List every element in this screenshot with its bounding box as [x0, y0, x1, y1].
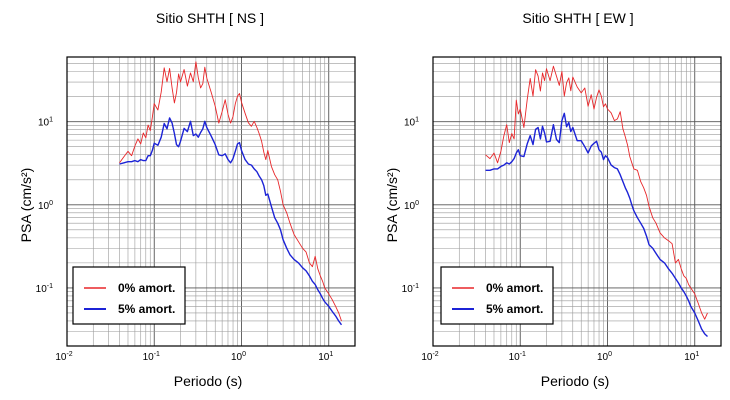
series-lines — [119, 61, 343, 326]
chart-panel-ns: Sitio SHTH [ NS ] 10-2 10-1 100 101 10-1 100… — [18, 10, 356, 389]
x-tick-labels: 10-2 10-1 100 101 — [421, 351, 699, 363]
x-tick-label: 10-2 — [55, 351, 72, 363]
legend-label-0: 0% amort. — [486, 281, 543, 295]
y-tick-label: 10-1 — [36, 283, 53, 295]
legend-box — [72, 266, 186, 325]
series-line-1 — [485, 112, 708, 338]
y-axis-label: PSA (cm/s²) — [18, 168, 34, 243]
x-tick-label: 100 — [597, 351, 612, 363]
legend-label-1: 5% amort. — [118, 302, 175, 316]
x-tick-label: 10-1 — [509, 351, 526, 363]
y-tick-label: 101 — [404, 117, 419, 129]
chart-panel-ew: Sitio SHTH [ EW ] 10-2 10-1 100 101 10-1 100… — [384, 10, 722, 389]
legend: 0% amort. 5% amort. — [72, 266, 186, 325]
legend-label-1: 5% amort. — [486, 302, 543, 316]
chart-title: Sitio SHTH [ NS ] — [156, 10, 264, 26]
y-tick-labels: 10-1 100 101 — [36, 117, 53, 295]
x-tick-label: 101 — [684, 351, 699, 363]
series-lines — [485, 65, 708, 338]
y-tick-label: 100 — [38, 200, 53, 212]
legend-box — [440, 266, 554, 325]
y-axis-label: PSA (cm/s²) — [384, 168, 400, 243]
legend: 0% amort. 5% amort. — [440, 266, 554, 325]
x-axis-label: Periodo (s) — [174, 373, 242, 389]
x-tick-label: 10-2 — [421, 351, 438, 363]
x-tick-label: 100 — [231, 351, 246, 363]
plot-frame — [66, 56, 356, 347]
x-tick-labels: 10-2 10-1 100 101 — [55, 351, 333, 363]
series-line-0 — [119, 61, 342, 322]
x-tick-label: 101 — [318, 351, 333, 363]
y-tick-labels: 10-1 100 101 — [402, 117, 419, 295]
y-tick-label: 10-1 — [402, 283, 419, 295]
y-tick-label: 101 — [38, 117, 53, 129]
legend-label-0: 0% amort. — [118, 281, 175, 295]
series-line-0 — [485, 65, 708, 320]
plot-frame — [432, 56, 722, 347]
x-tick-label: 10-1 — [143, 351, 160, 363]
x-axis-label: Periodo (s) — [541, 373, 609, 389]
series-line-1 — [119, 117, 343, 326]
chart-title: Sitio SHTH [ EW ] — [522, 10, 633, 26]
y-tick-label: 100 — [404, 200, 419, 212]
